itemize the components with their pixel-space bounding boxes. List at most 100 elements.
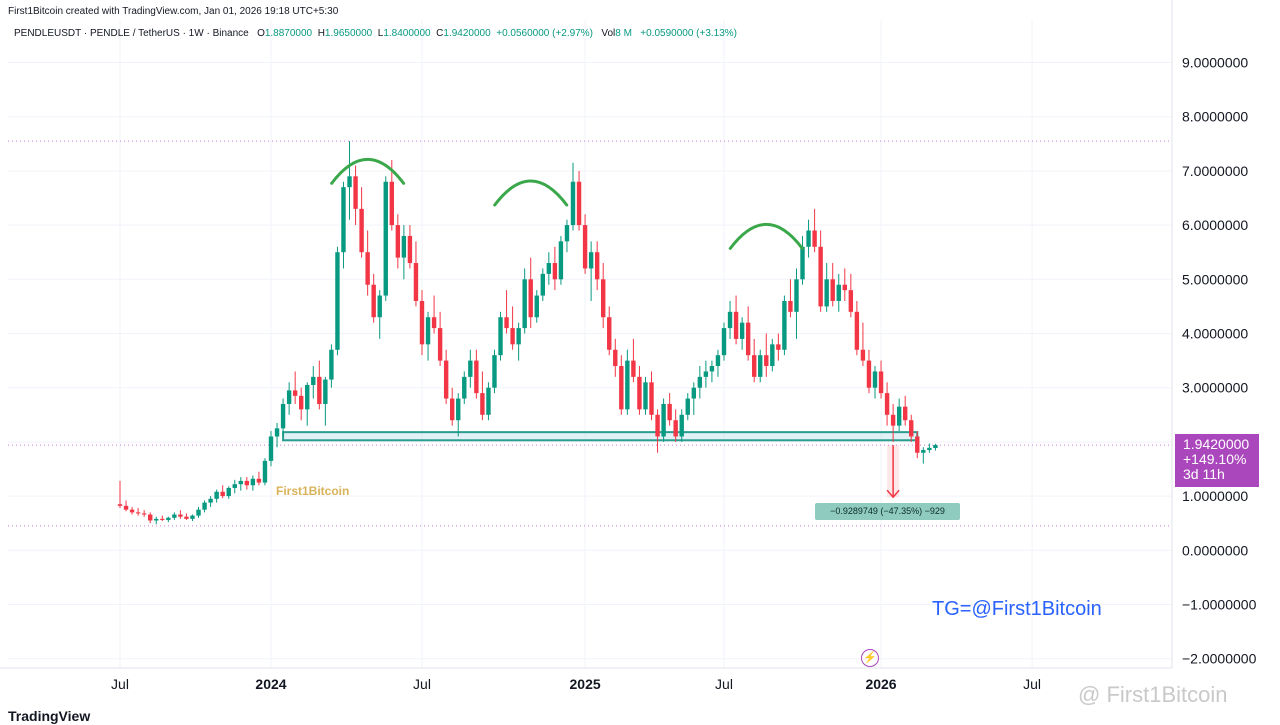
candle-body (244, 480, 250, 486)
candle-body (504, 317, 509, 329)
candle-body (643, 382, 648, 410)
candle-body (148, 514, 153, 521)
candle-body (462, 376, 467, 399)
candle-body (371, 284, 376, 318)
candle-body (818, 246, 823, 307)
candle-body (214, 491, 219, 499)
candle-body (836, 284, 841, 301)
candle-body (268, 436, 274, 461)
candle-body (588, 252, 594, 269)
candle-body (709, 366, 715, 372)
candle-body (238, 480, 243, 485)
candle-body (510, 328, 515, 345)
y-tick-label: 0.0000000 (1182, 542, 1248, 558)
bar-countdown: 3d 11h (1183, 466, 1225, 482)
candle-body (788, 300, 793, 312)
candle-body (220, 491, 225, 497)
candle-body (341, 187, 346, 253)
candle-body (582, 225, 588, 269)
candle-body (739, 322, 745, 339)
y-tick-label: 1.0000000 (1182, 488, 1248, 504)
candle-body (673, 420, 678, 437)
candle-body (359, 208, 364, 253)
candle-body (727, 311, 733, 329)
candle-body (800, 246, 805, 280)
candle-body (450, 398, 455, 421)
candle-body (655, 414, 660, 437)
close-label: C (436, 28, 444, 39)
y-tick-label: 9.0000000 (1182, 55, 1248, 71)
candle-body (661, 403, 666, 437)
candle-body (745, 322, 751, 356)
candle-body (782, 300, 787, 350)
y-tick-label: 7.0000000 (1182, 163, 1248, 179)
x-tick-label: 2026 (865, 676, 896, 692)
pattern-arc (728, 223, 804, 250)
candle-body (166, 517, 171, 520)
candle-body (347, 176, 352, 188)
last-price-change: +149.10% (1183, 451, 1247, 467)
candle-body (667, 403, 672, 421)
measure-label: −0.9289749 (−47.35%) −929 (815, 503, 960, 520)
candle-body (854, 311, 860, 350)
candle-body (903, 406, 908, 421)
candle-body (516, 328, 521, 345)
candle-body (824, 279, 829, 307)
candle-body (190, 515, 195, 519)
candle-body (601, 279, 606, 318)
candle-body (443, 360, 449, 399)
candle-body (456, 398, 461, 421)
high-label: H (317, 28, 325, 39)
candle-body (154, 518, 159, 521)
candle-body (335, 252, 340, 350)
y-tick-label: 5.0000000 (1182, 271, 1248, 287)
candle-body (534, 295, 539, 318)
candle-body (413, 263, 419, 301)
candle-body (927, 447, 932, 451)
symbol-info-row: PENDLEUSDT · PENDLE / TetherUS · 1W · Bi… (14, 28, 737, 39)
candle-body (329, 349, 334, 380)
lightning-icon[interactable]: ⚡ (861, 649, 879, 667)
candle-body (129, 509, 135, 513)
candle-body (909, 420, 914, 437)
candle-body (395, 225, 401, 258)
candle-body (184, 516, 189, 519)
candle-body (486, 387, 491, 415)
logo-watermark: First1Bitcoin (276, 484, 350, 498)
candle-body (280, 403, 286, 429)
candle-body (878, 371, 884, 394)
candle-body (594, 252, 600, 280)
last-price-badge: 1.9420000 +149.10% 3d 11h (1175, 434, 1259, 487)
candle-body (305, 384, 310, 410)
low-label: L (377, 28, 384, 39)
candle-body (317, 376, 322, 404)
candle-body (141, 513, 147, 515)
candle-body (498, 317, 503, 356)
candle-body (353, 176, 358, 209)
candle-body (576, 181, 582, 226)
candle-body (776, 344, 781, 350)
candle-body (522, 279, 527, 329)
candle-body (752, 355, 757, 377)
last-price-value: 1.9420000 (1183, 436, 1250, 452)
symbol-name[interactable]: PENDLEUSDT · PENDLE / TetherUS · 1W · Bi… (14, 28, 249, 39)
candle-body (437, 328, 443, 361)
candle-body (872, 371, 878, 388)
candle-body (896, 406, 902, 426)
pattern-arc (493, 179, 569, 207)
candle-body (679, 414, 684, 437)
telegram-watermark: TG=@First1Bitcoin (932, 598, 1102, 620)
candle-body (848, 290, 854, 312)
candle-body (383, 181, 388, 296)
candle-body (286, 390, 292, 404)
candle-body (389, 181, 394, 226)
open-label: O (257, 28, 265, 39)
candle-body (480, 393, 485, 415)
candle-body (178, 514, 183, 517)
candle-body (703, 371, 709, 377)
candle-body (860, 349, 866, 361)
tradingview-logo: TradingView (8, 708, 91, 724)
candle-body (866, 360, 872, 388)
candle-body (299, 395, 304, 410)
